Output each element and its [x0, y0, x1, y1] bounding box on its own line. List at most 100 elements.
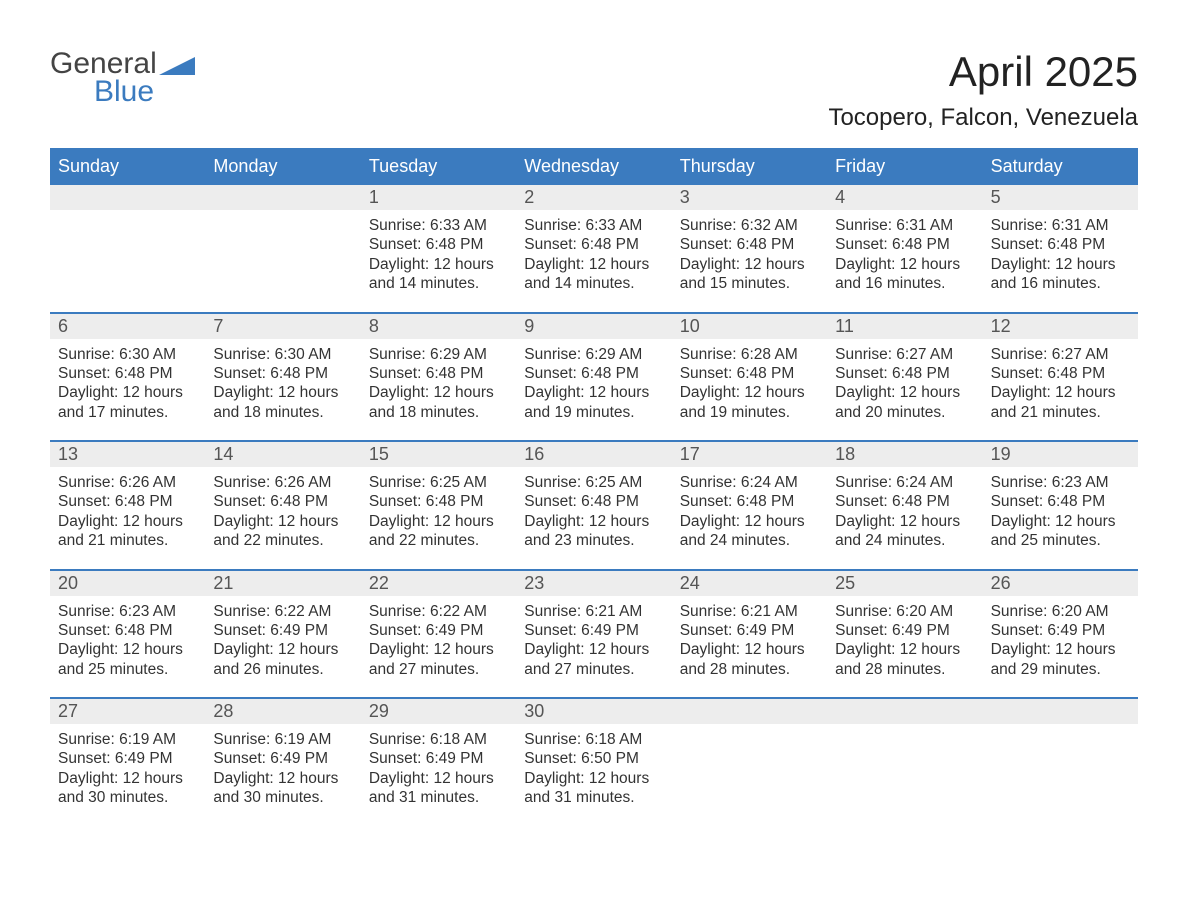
- day-number: 2: [516, 185, 671, 210]
- sunset-text: Sunset: 6:49 PM: [369, 621, 508, 640]
- daylight-text: Daylight: 12 hours and 18 minutes.: [213, 383, 352, 422]
- sunset-text: Sunset: 6:49 PM: [835, 621, 974, 640]
- day-cell: Sunrise: 6:20 AMSunset: 6:49 PMDaylight:…: [827, 596, 982, 698]
- sunrise-text: Sunrise: 6:18 AM: [524, 730, 663, 749]
- sunset-text: Sunset: 6:48 PM: [991, 235, 1130, 254]
- day-cell: Sunrise: 6:18 AMSunset: 6:50 PMDaylight:…: [516, 724, 671, 826]
- sunrise-text: Sunrise: 6:25 AM: [524, 473, 663, 492]
- sunset-text: Sunset: 6:48 PM: [213, 364, 352, 383]
- day-cell: Sunrise: 6:31 AMSunset: 6:48 PMDaylight:…: [827, 210, 982, 312]
- sunrise-text: Sunrise: 6:30 AM: [58, 345, 197, 364]
- calendar: Sunday Monday Tuesday Wednesday Thursday…: [50, 148, 1138, 826]
- weeks-container: 12345Sunrise: 6:33 AMSunset: 6:48 PMDayl…: [50, 185, 1138, 826]
- day-cell: Sunrise: 6:28 AMSunset: 6:48 PMDaylight:…: [672, 339, 827, 441]
- daylight-text: Daylight: 12 hours and 28 minutes.: [680, 640, 819, 679]
- day-number: 8: [361, 314, 516, 339]
- day-number: 3: [672, 185, 827, 210]
- sunset-text: Sunset: 6:48 PM: [524, 364, 663, 383]
- sunrise-text: Sunrise: 6:27 AM: [991, 345, 1130, 364]
- day-number: 22: [361, 571, 516, 596]
- daylight-text: Daylight: 12 hours and 16 minutes.: [991, 255, 1130, 294]
- daylight-text: Daylight: 12 hours and 31 minutes.: [369, 769, 508, 808]
- daylight-text: Daylight: 12 hours and 16 minutes.: [835, 255, 974, 294]
- day-number: 23: [516, 571, 671, 596]
- daylight-text: Daylight: 12 hours and 31 minutes.: [524, 769, 663, 808]
- week-row: 13141516171819Sunrise: 6:26 AMSunset: 6:…: [50, 440, 1138, 569]
- sunset-text: Sunset: 6:48 PM: [213, 492, 352, 511]
- sunrise-text: Sunrise: 6:25 AM: [369, 473, 508, 492]
- weekday-wednesday: Wednesday: [516, 148, 671, 185]
- sunrise-text: Sunrise: 6:30 AM: [213, 345, 352, 364]
- sunrise-text: Sunrise: 6:22 AM: [213, 602, 352, 621]
- weekday-sunday: Sunday: [50, 148, 205, 185]
- day-number: 14: [205, 442, 360, 467]
- daylight-text: Daylight: 12 hours and 20 minutes.: [835, 383, 974, 422]
- weekday-friday: Friday: [827, 148, 982, 185]
- day-number: 15: [361, 442, 516, 467]
- day-cell: Sunrise: 6:18 AMSunset: 6:49 PMDaylight:…: [361, 724, 516, 826]
- daylight-text: Daylight: 12 hours and 30 minutes.: [213, 769, 352, 808]
- day-cell: Sunrise: 6:29 AMSunset: 6:48 PMDaylight:…: [516, 339, 671, 441]
- month-title: April 2025: [828, 48, 1138, 96]
- day-cell: Sunrise: 6:22 AMSunset: 6:49 PMDaylight:…: [205, 596, 360, 698]
- sunset-text: Sunset: 6:49 PM: [524, 621, 663, 640]
- daylight-text: Daylight: 12 hours and 18 minutes.: [369, 383, 508, 422]
- day-number: 28: [205, 699, 360, 724]
- sunrise-text: Sunrise: 6:22 AM: [369, 602, 508, 621]
- sunrise-text: Sunrise: 6:28 AM: [680, 345, 819, 364]
- day-number: [983, 699, 1138, 724]
- sunset-text: Sunset: 6:48 PM: [991, 364, 1130, 383]
- day-number: 30: [516, 699, 671, 724]
- day-cell: Sunrise: 6:19 AMSunset: 6:49 PMDaylight:…: [205, 724, 360, 826]
- daylight-text: Daylight: 12 hours and 14 minutes.: [369, 255, 508, 294]
- day-number: 20: [50, 571, 205, 596]
- daynum-row: 6789101112: [50, 314, 1138, 339]
- sunset-text: Sunset: 6:48 PM: [680, 492, 819, 511]
- sunrise-text: Sunrise: 6:31 AM: [835, 216, 974, 235]
- week-body-row: Sunrise: 6:26 AMSunset: 6:48 PMDaylight:…: [50, 467, 1138, 569]
- day-cell: Sunrise: 6:23 AMSunset: 6:48 PMDaylight:…: [50, 596, 205, 698]
- sunset-text: Sunset: 6:49 PM: [58, 749, 197, 768]
- daylight-text: Daylight: 12 hours and 27 minutes.: [369, 640, 508, 679]
- day-number: 10: [672, 314, 827, 339]
- logo-text-blue: Blue: [94, 76, 195, 108]
- sunset-text: Sunset: 6:48 PM: [369, 364, 508, 383]
- sunset-text: Sunset: 6:48 PM: [58, 621, 197, 640]
- day-cell: Sunrise: 6:19 AMSunset: 6:49 PMDaylight:…: [50, 724, 205, 826]
- sunrise-text: Sunrise: 6:20 AM: [991, 602, 1130, 621]
- week-row: 20212223242526Sunrise: 6:23 AMSunset: 6:…: [50, 569, 1138, 698]
- sunrise-text: Sunrise: 6:23 AM: [58, 602, 197, 621]
- day-number: 17: [672, 442, 827, 467]
- day-cell: Sunrise: 6:21 AMSunset: 6:49 PMDaylight:…: [516, 596, 671, 698]
- day-cell: Sunrise: 6:29 AMSunset: 6:48 PMDaylight:…: [361, 339, 516, 441]
- sunset-text: Sunset: 6:48 PM: [835, 235, 974, 254]
- day-number: 19: [983, 442, 1138, 467]
- week-body-row: Sunrise: 6:23 AMSunset: 6:48 PMDaylight:…: [50, 596, 1138, 698]
- day-number: 11: [827, 314, 982, 339]
- sunrise-text: Sunrise: 6:29 AM: [524, 345, 663, 364]
- day-cell: [205, 210, 360, 312]
- day-number: 18: [827, 442, 982, 467]
- day-number: 27: [50, 699, 205, 724]
- daylight-text: Daylight: 12 hours and 28 minutes.: [835, 640, 974, 679]
- sunset-text: Sunset: 6:49 PM: [991, 621, 1130, 640]
- day-number: [50, 185, 205, 210]
- sunrise-text: Sunrise: 6:19 AM: [213, 730, 352, 749]
- daylight-text: Daylight: 12 hours and 24 minutes.: [835, 512, 974, 551]
- daylight-text: Daylight: 12 hours and 27 minutes.: [524, 640, 663, 679]
- day-cell: Sunrise: 6:21 AMSunset: 6:49 PMDaylight:…: [672, 596, 827, 698]
- sunrise-text: Sunrise: 6:20 AM: [835, 602, 974, 621]
- daylight-text: Daylight: 12 hours and 22 minutes.: [213, 512, 352, 551]
- day-cell: Sunrise: 6:31 AMSunset: 6:48 PMDaylight:…: [983, 210, 1138, 312]
- day-number: 9: [516, 314, 671, 339]
- daylight-text: Daylight: 12 hours and 15 minutes.: [680, 255, 819, 294]
- week-row: 27282930Sunrise: 6:19 AMSunset: 6:49 PMD…: [50, 697, 1138, 826]
- day-cell: Sunrise: 6:25 AMSunset: 6:48 PMDaylight:…: [516, 467, 671, 569]
- daylight-text: Daylight: 12 hours and 17 minutes.: [58, 383, 197, 422]
- day-number: 5: [983, 185, 1138, 210]
- daylight-text: Daylight: 12 hours and 25 minutes.: [58, 640, 197, 679]
- sunrise-text: Sunrise: 6:27 AM: [835, 345, 974, 364]
- day-number: [672, 699, 827, 724]
- day-number: 29: [361, 699, 516, 724]
- sunset-text: Sunset: 6:50 PM: [524, 749, 663, 768]
